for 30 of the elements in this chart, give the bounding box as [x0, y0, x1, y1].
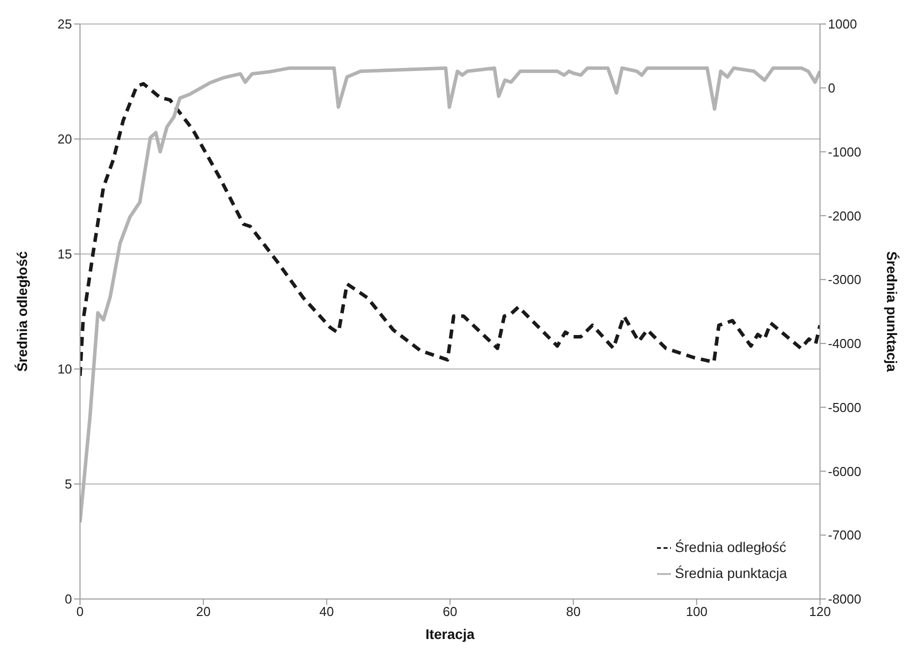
y-tick-label: 5 [64, 476, 72, 492]
y2-tick-label: -8000 [828, 592, 862, 607]
y-tick-label: 20 [58, 132, 72, 147]
x-tick-label: 80 [566, 604, 581, 620]
y-tick-label: 10 [58, 362, 72, 377]
y2-tick-label: -6000 [828, 464, 862, 479]
x-tick-label: 60 [442, 604, 458, 620]
line-series [80, 82, 820, 378]
y2-tick-label: -5000 [828, 400, 862, 415]
legend-label: Średnia odległość [674, 539, 786, 555]
y2-tick-label: -7000 [828, 528, 862, 543]
x-tick-label: 120 [809, 604, 831, 620]
y2-axis-title: Średnia punktacja [884, 251, 900, 372]
x-axis-title: Iteracja [425, 626, 475, 642]
y-axis-title: Średnia odległość [14, 250, 30, 372]
x-tick-label: 20 [196, 604, 211, 620]
x-tick-label: 0 [76, 604, 84, 620]
y2-tick-label: -2000 [828, 208, 862, 224]
y2-tick-label: -4000 [828, 336, 862, 352]
y2-tick-label: 1000 [828, 16, 857, 32]
line-series [80, 66, 820, 524]
x-tick-label: 100 [686, 604, 708, 620]
legend-label: Średnia punktacja [674, 565, 787, 581]
y2-tick-label: 0 [828, 80, 836, 96]
y-tick-label: 25 [58, 16, 72, 32]
y-tick-label: 15 [58, 246, 72, 262]
x-tick-label: 40 [319, 604, 334, 620]
y2-tick-label: -3000 [828, 272, 862, 288]
y2-tick-label: -1000 [828, 144, 862, 160]
y-tick-label: 0 [64, 592, 72, 607]
